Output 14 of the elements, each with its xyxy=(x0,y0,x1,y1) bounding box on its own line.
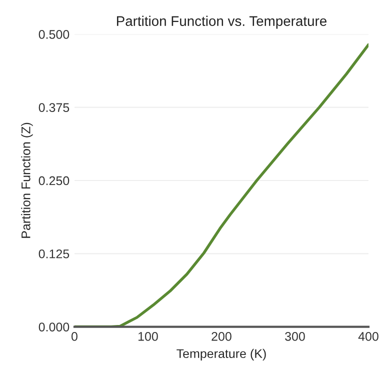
x-tick-label: 300 xyxy=(285,332,305,341)
x-tick-label: 400 xyxy=(358,332,378,341)
y-tick-label: 0.125 xyxy=(38,249,70,258)
x-axis-title: Temperature (K) xyxy=(176,348,266,361)
x-tick-label: 200 xyxy=(212,332,232,341)
x-tick-label: 100 xyxy=(138,332,158,341)
y-tick-label: 0.375 xyxy=(38,103,70,112)
chart-title: Partition Function vs. Temperature xyxy=(116,16,327,29)
x-tick-label: 0 xyxy=(71,332,78,341)
y-tick-label: 0.500 xyxy=(38,30,70,39)
y-axis-title: Partition Function (Z) xyxy=(21,122,33,238)
line-series xyxy=(74,43,368,327)
y-tick-label: 0.000 xyxy=(38,322,70,332)
y-tick-label: 0.250 xyxy=(38,176,70,186)
